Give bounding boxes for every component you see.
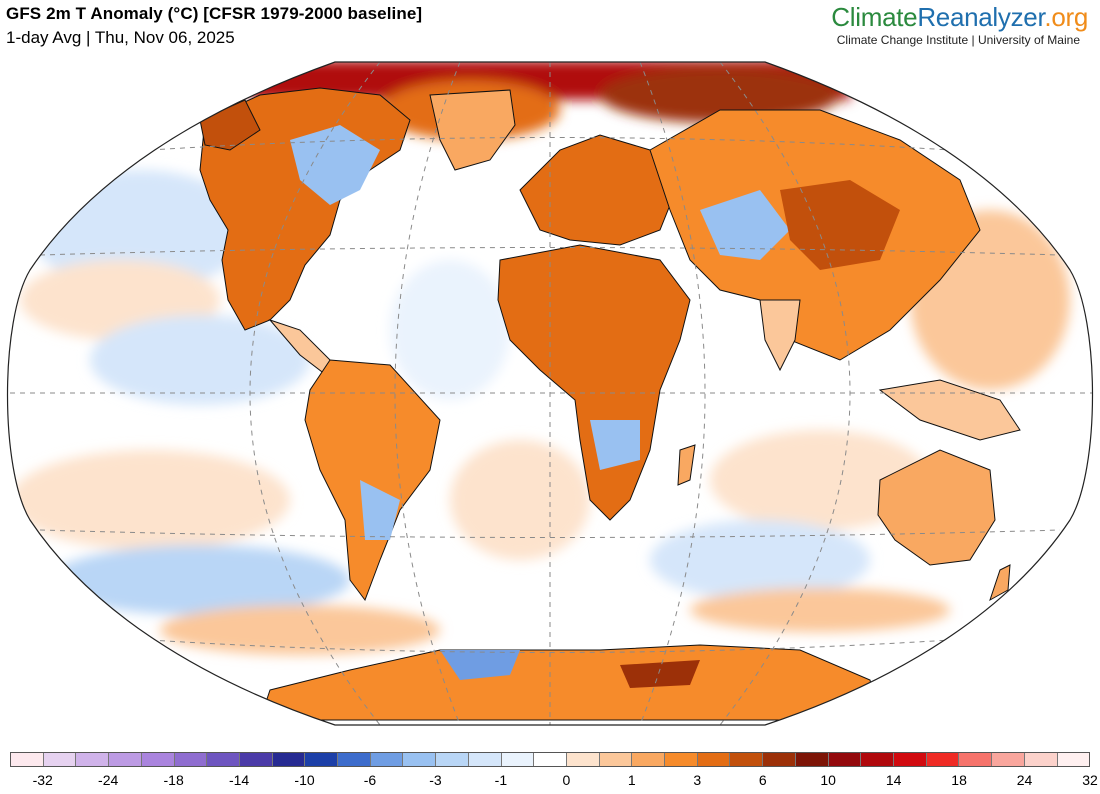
legend-swatch — [174, 753, 208, 766]
parallel-north-60 — [149, 137, 951, 151]
legend-swatch — [436, 753, 469, 766]
field-antarctic-ocean-warm — [690, 588, 950, 632]
legend-tick-label: 14 — [885, 772, 902, 788]
legend-swatch — [1024, 753, 1058, 766]
legend-swatch — [828, 753, 862, 766]
legend-swatch — [468, 753, 502, 766]
land-south-america — [304, 359, 441, 602]
legend-swatch — [11, 753, 44, 766]
land-africa — [497, 244, 691, 521]
legend-swatch — [239, 753, 273, 766]
brand-affiliation: Climate Change Institute | University of… — [836, 33, 1080, 47]
land-new-zealand — [989, 564, 1011, 602]
field-indian-ocean-warm — [710, 430, 930, 530]
legend-swatch — [501, 753, 535, 766]
legend-swatch — [763, 753, 796, 766]
legend-swatch — [795, 753, 829, 766]
field-south-pacific-warm — [10, 450, 290, 550]
legend-tick-label: 0 — [562, 772, 571, 788]
legend-swatch — [697, 753, 731, 766]
legend-swatch — [893, 753, 927, 766]
parallel-north-30 — [39, 247, 1061, 256]
brand-name-part3: .org — [1044, 2, 1088, 32]
legend-swatch — [272, 753, 306, 766]
globe-outline — [6, 61, 1094, 726]
land-antarctica-warm — [620, 660, 700, 688]
legend-swatch — [403, 753, 437, 766]
legend-tick-label: 18 — [951, 772, 967, 788]
legend-swatch — [207, 753, 240, 766]
legend-tick-label: 24 — [1016, 772, 1033, 788]
land-australia — [877, 449, 996, 566]
color-scale-legend — [10, 752, 1090, 767]
legend-swatch — [43, 753, 77, 766]
land-antarctica-cool — [440, 650, 520, 680]
legend-tick-label: -18 — [163, 772, 184, 788]
legend-swatch — [141, 753, 175, 766]
legend-tick-label: -1 — [494, 772, 508, 788]
land-southern-africa-cool — [590, 420, 640, 470]
legend-swatch — [632, 753, 666, 766]
meridian-east-120 — [719, 62, 851, 725]
brand-logo[interactable]: ClimateReanalyzer.org — [831, 2, 1088, 33]
legend-tick-label: -14 — [228, 772, 250, 788]
legend-tick-label: -6 — [363, 772, 377, 788]
legend-tick-label: 3 — [693, 772, 702, 788]
legend-swatch — [599, 753, 633, 766]
brand-name-part1: Climate — [831, 2, 918, 32]
legend-tick-label: 6 — [758, 772, 767, 788]
land-masses — [199, 87, 1021, 721]
land-central-asia-cool — [700, 190, 790, 260]
legend-tick-label: 1 — [627, 772, 636, 788]
land-india — [759, 299, 801, 372]
land-greenland — [429, 89, 516, 171]
legend-swatch — [370, 753, 404, 766]
brand-name-part2: Reanalyzer — [917, 2, 1045, 32]
meridian-east-60 — [639, 62, 706, 725]
legend-swatch — [338, 753, 371, 766]
legend-swatch — [566, 753, 600, 766]
legend-swatch — [926, 753, 960, 766]
legend-tick-label: -3 — [429, 772, 442, 788]
legend-swatch — [861, 753, 894, 766]
globe-body — [7, 62, 1093, 725]
parallel-south-60 — [149, 639, 951, 653]
meridian-west-120 — [249, 62, 381, 725]
graticule — [7, 62, 1093, 725]
legend-tick-label: -10 — [294, 772, 315, 788]
map-title: GFS 2m T Anomaly (°C) [CFSR 1979-2000 ba… — [6, 4, 423, 23]
land-madagascar — [677, 444, 696, 486]
field-east-pacific-cool — [90, 315, 310, 405]
color-scale-ticks: -32 -24 -18 -14 -10 -6 -3 -1 0 1 3 6 10 14 18 24 32 — [10, 772, 1098, 790]
field-siberia-arctic-warm — [600, 67, 840, 123]
legend-swatch — [1057, 753, 1090, 766]
legend-swatch — [665, 753, 698, 766]
legend-tick-label: 32 — [1082, 772, 1098, 788]
field-southern-ocean-warm — [160, 605, 440, 655]
land-argentina-cool — [360, 480, 400, 540]
field-south-pacific-cool — [50, 545, 350, 615]
legend-swatch — [959, 753, 993, 766]
legend-swatch — [992, 753, 1025, 766]
land-asia-interior-warm — [780, 180, 900, 270]
parallel-south-30 — [39, 529, 1061, 538]
legend-tick-label: -24 — [98, 772, 119, 788]
legend-swatch — [109, 753, 142, 766]
legend-tick-label: 10 — [820, 772, 836, 788]
legend-swatch — [730, 753, 764, 766]
legend-swatch — [76, 753, 110, 766]
land-antarctica — [259, 644, 881, 721]
legend-swatch — [305, 753, 339, 766]
field-south-atlantic-warm — [450, 440, 590, 560]
map-subtitle: 1-day Avg | Thu, Nov 06, 2025 — [6, 28, 235, 47]
field-atlantic-cool — [390, 260, 510, 400]
land-canada-cool — [290, 125, 380, 205]
meridian-west-60 — [394, 62, 461, 725]
legend-tick-label: -32 — [32, 772, 53, 788]
legend-swatch — [534, 753, 567, 766]
field-indian-ocean-cool — [650, 520, 870, 600]
land-maritime-southeast-asia — [878, 379, 1021, 441]
